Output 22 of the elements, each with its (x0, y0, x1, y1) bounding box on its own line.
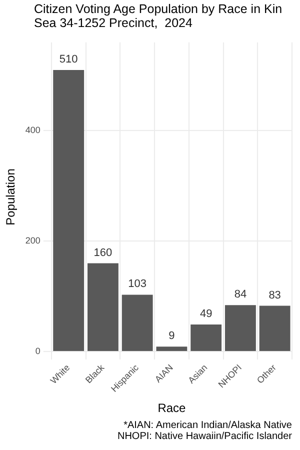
data-label: 160 (94, 246, 112, 259)
data-label: 84 (234, 288, 247, 301)
data-label: 510 (59, 54, 78, 66)
data-label: 83 (268, 289, 281, 302)
text: *AIAN: American Indian/Alaska Native (124, 420, 292, 431)
y-axis-title: Population (4, 168, 18, 226)
data-label: 103 (128, 278, 147, 290)
bar (156, 346, 188, 352)
bar (88, 263, 118, 352)
x-axis-title: Race (158, 401, 186, 416)
data-label: 9 (168, 330, 175, 342)
y-tick-label: 400 (25, 125, 40, 136)
bar (259, 306, 290, 352)
bar (53, 70, 84, 352)
bar (224, 305, 256, 352)
y-tick-label: 200 (25, 236, 40, 246)
data-label: 49 (200, 308, 212, 320)
y-tick-label: 0 (35, 346, 40, 356)
chart-title: Citizen Voting Age Population by Race in Kin Sea 34-1252 Precinct, 2024 (34, 2, 282, 30)
text: NHOPI: Native Hawaiin/Pacific Islander (117, 431, 292, 442)
bar (190, 324, 222, 352)
bar (122, 294, 153, 352)
